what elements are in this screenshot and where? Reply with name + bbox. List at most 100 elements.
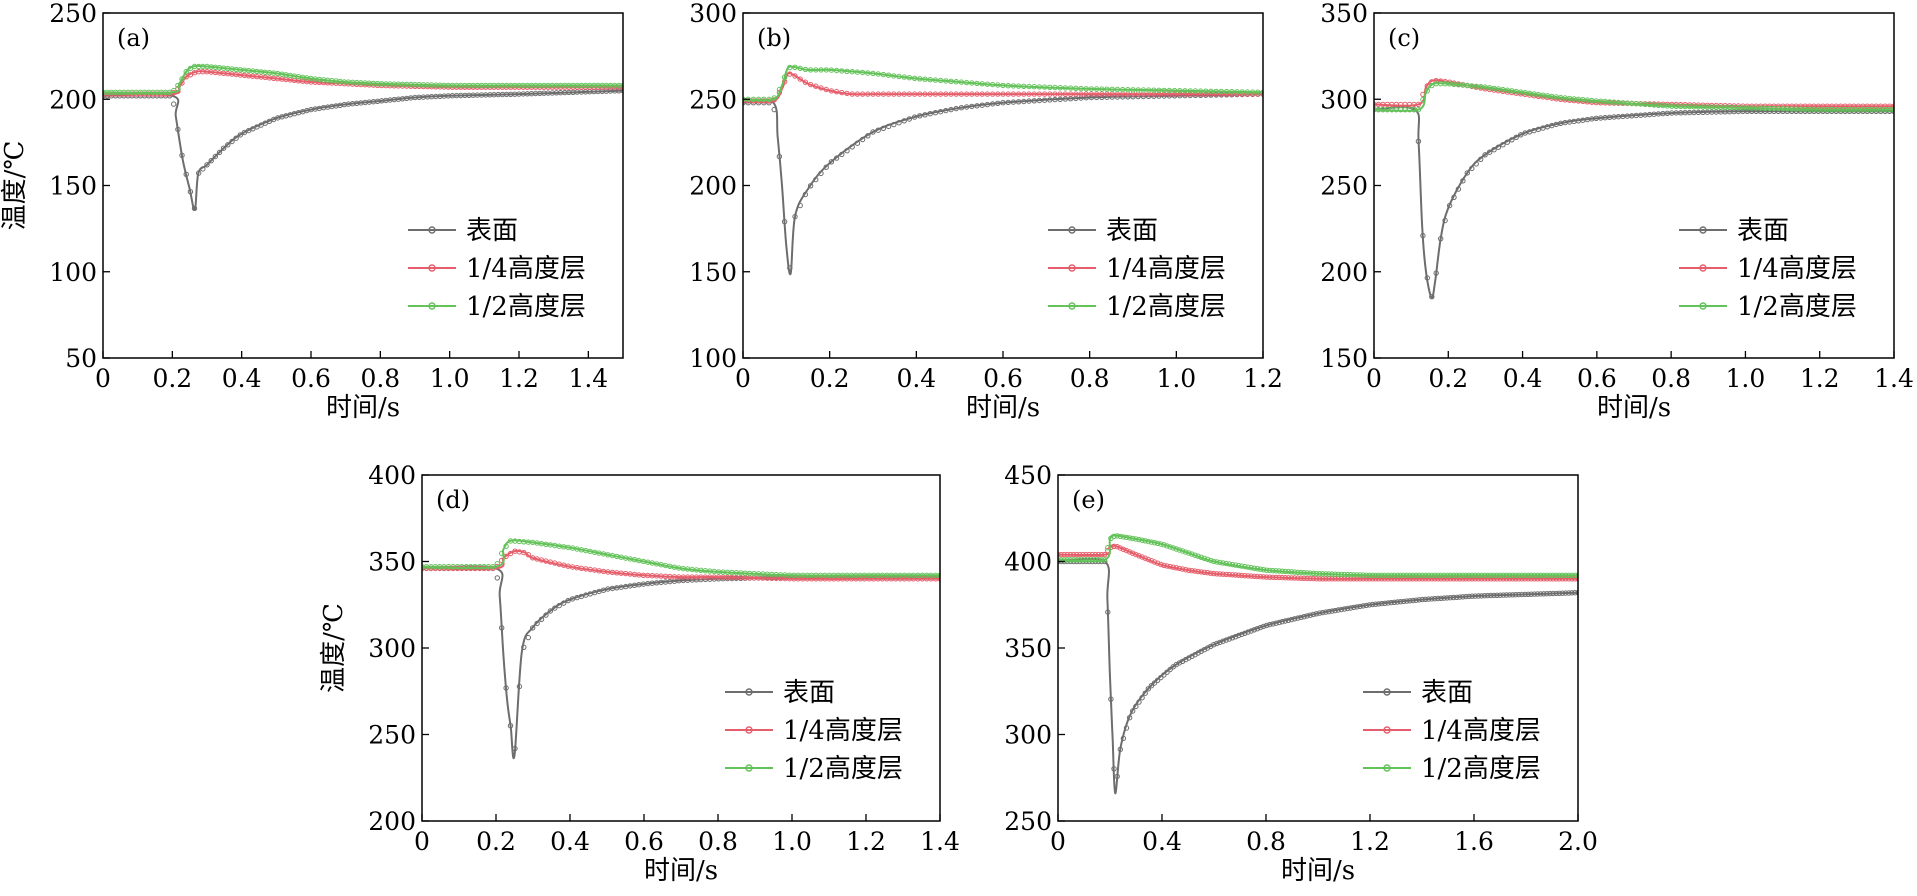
- data-point: [1179, 548, 1186, 554]
- series-line-1: [1058, 557, 1578, 795]
- data-point: [958, 91, 965, 97]
- legend-marker: [1383, 726, 1391, 734]
- data-point: [1363, 576, 1370, 582]
- x-tick-label: 1.0: [430, 364, 470, 393]
- data-point: [175, 126, 181, 133]
- data-point: [1010, 83, 1017, 89]
- data-point: [1139, 537, 1145, 543]
- data-point: [1145, 556, 1152, 563]
- data-point: [1260, 623, 1267, 630]
- data-point: [1481, 576, 1488, 582]
- data-point: [927, 77, 933, 83]
- data-point: [1382, 600, 1388, 606]
- data-point: [958, 79, 965, 85]
- data-point: [1195, 553, 1201, 559]
- data-point: [1506, 572, 1513, 578]
- data-point: [179, 76, 185, 82]
- data-point: [1506, 576, 1513, 582]
- data-point: [1229, 89, 1235, 95]
- data-point: [1183, 549, 1189, 555]
- data-point: [490, 564, 496, 570]
- data-point: [1388, 576, 1394, 582]
- data-point: [1391, 599, 1398, 605]
- data-point: [922, 91, 928, 97]
- data-point: [229, 138, 235, 145]
- data-point: [865, 70, 871, 76]
- y-tick-label: 50: [65, 344, 97, 373]
- data-point: [1108, 696, 1114, 702]
- legend-label: 1/4高度层: [1106, 254, 1226, 284]
- data-point: [1388, 599, 1394, 606]
- data-point: [1158, 674, 1164, 681]
- data-point: [953, 105, 959, 112]
- data-point: [1553, 590, 1559, 597]
- data-point: [1120, 735, 1127, 742]
- data-point: [1145, 538, 1152, 545]
- x-axis-title: 时间/s: [326, 393, 400, 423]
- data-point: [1005, 91, 1011, 97]
- data-point: [1435, 576, 1441, 582]
- data-point: [1379, 572, 1385, 578]
- data-point: [1575, 576, 1578, 582]
- data-point: [901, 91, 907, 97]
- data-point: [1562, 590, 1569, 596]
- data-point: [241, 129, 248, 136]
- data-point: [1192, 552, 1198, 558]
- data-point: [1080, 557, 1086, 563]
- data-point: [1130, 87, 1136, 93]
- x-axis-title: 时间/s: [644, 856, 718, 886]
- y-tick-label: 100: [49, 258, 97, 287]
- data-point: [1229, 635, 1236, 641]
- data-point: [1519, 576, 1525, 582]
- data-point: [1041, 91, 1048, 97]
- data-point: [1298, 614, 1304, 621]
- data-point: [1083, 557, 1089, 563]
- x-tick-label: 0: [95, 364, 111, 393]
- data-point: [750, 98, 757, 104]
- data-point: [984, 101, 991, 108]
- data-point: [948, 91, 954, 97]
- data-point: [1419, 576, 1426, 582]
- y-tick-label: 300: [368, 634, 416, 663]
- data-point: [1379, 576, 1385, 582]
- data-point: [494, 561, 500, 567]
- data-point: [1422, 572, 1429, 578]
- data-point: [1391, 576, 1398, 582]
- data-point: [1105, 545, 1111, 551]
- data-point: [1410, 572, 1416, 578]
- data-point: [1503, 592, 1510, 598]
- data-point: [1102, 551, 1108, 558]
- data-point: [1313, 570, 1320, 577]
- data-point: [1429, 294, 1435, 300]
- data-point: [1469, 593, 1475, 599]
- data-point: [1223, 571, 1229, 578]
- data-point: [1415, 138, 1422, 145]
- data-point: [1161, 542, 1167, 548]
- data-point: [849, 144, 855, 150]
- data-point: [1047, 84, 1053, 91]
- data-point: [901, 118, 907, 124]
- data-point: [1385, 600, 1391, 606]
- data-point: [183, 69, 189, 75]
- data-point: [1220, 638, 1226, 644]
- data-point: [1211, 570, 1217, 577]
- data-point: [1447, 576, 1454, 582]
- data-point: [1182, 91, 1188, 97]
- data-point: [1513, 576, 1519, 582]
- data-point: [755, 96, 762, 103]
- x-tick-label: 1.4: [1874, 364, 1914, 393]
- series-line-1: [103, 89, 623, 211]
- data-point: [1198, 569, 1204, 575]
- data-point: [1257, 574, 1264, 580]
- data-point: [766, 96, 772, 103]
- data-point: [1444, 576, 1450, 582]
- panel-label: (a): [117, 24, 150, 52]
- data-point: [1171, 91, 1178, 97]
- y-tick-label: 150: [689, 258, 737, 287]
- data-point: [1500, 142, 1506, 148]
- data-point: [797, 65, 803, 72]
- y-tick-label: 200: [689, 172, 737, 201]
- y-tick-label: 300: [689, 0, 737, 28]
- data-point: [1500, 592, 1507, 598]
- data-point: [1447, 572, 1454, 578]
